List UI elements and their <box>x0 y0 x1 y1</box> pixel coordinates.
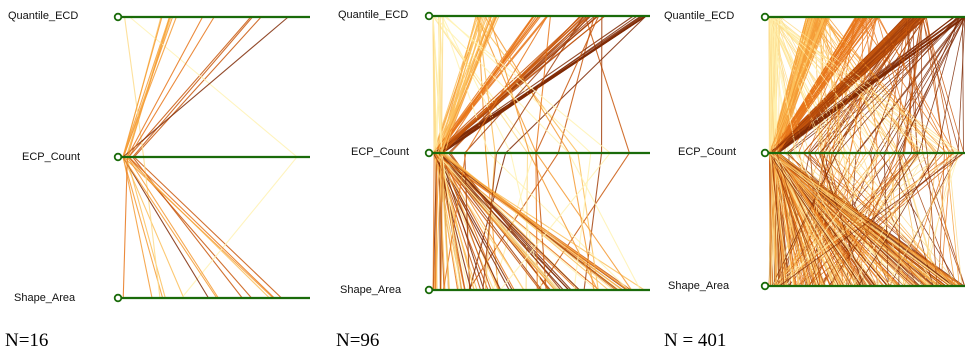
axis-quantile-ecd <box>113 12 310 22</box>
axis-handle-icon[interactable] <box>760 281 770 291</box>
axis-shape-area <box>113 293 310 303</box>
axis-label-quantile-ecd: Quantile_ECD <box>8 10 79 22</box>
axis-handle-icon[interactable] <box>424 148 434 158</box>
parallel-coords-plot <box>424 11 650 295</box>
parallel-coords-panel-n401: Quantile_ECD ECP_Count Shape_Area N = 40… <box>650 0 965 357</box>
axis-quantile-ecd <box>424 11 650 21</box>
axis-label-quantile-ecd: Quantile_ECD <box>664 10 735 22</box>
axis-handle-icon[interactable] <box>113 12 123 22</box>
axis-label-quantile-ecd: Quantile_ECD <box>338 9 409 21</box>
axis-label-shape-area: Shape_Area <box>14 292 76 304</box>
axis-handle-icon[interactable] <box>113 152 123 162</box>
axis-ecp-count <box>760 148 965 158</box>
axis-quantile-ecd <box>760 12 965 22</box>
panel-caption: N=16 <box>5 330 49 351</box>
axis-label-ecp-count: ECP_Count <box>22 151 81 163</box>
axis-ecp-count <box>113 152 310 162</box>
panel-caption: N = 401 <box>664 330 727 351</box>
parallel-coords-panel-n16: Quantile_ECD ECP_Count Shape_Area N=16 <box>0 0 310 357</box>
axis-label-ecp-count: ECP_Count <box>351 146 410 158</box>
axis-shape-area <box>760 281 965 291</box>
panel-caption: N=96 <box>336 330 380 351</box>
parallel-coords-plot <box>113 12 310 303</box>
axis-shape-area <box>424 285 650 295</box>
axis-label-ecp-count: ECP_Count <box>678 146 737 158</box>
axis-handle-icon[interactable] <box>113 293 123 303</box>
axis-handle-icon[interactable] <box>424 285 434 295</box>
axis-handle-icon[interactable] <box>760 148 770 158</box>
axis-handle-icon[interactable] <box>760 12 770 22</box>
parallel-coords-plot <box>760 12 965 291</box>
data-lines <box>768 16 965 287</box>
axis-ecp-count <box>424 148 650 158</box>
axis-handle-icon[interactable] <box>424 11 434 21</box>
parallel-coords-panel-n96: Quantile_ECD ECP_Count Shape_Area N=96 <box>310 0 650 357</box>
axis-label-shape-area: Shape_Area <box>668 280 730 292</box>
axis-label-shape-area: Shape_Area <box>340 284 402 296</box>
